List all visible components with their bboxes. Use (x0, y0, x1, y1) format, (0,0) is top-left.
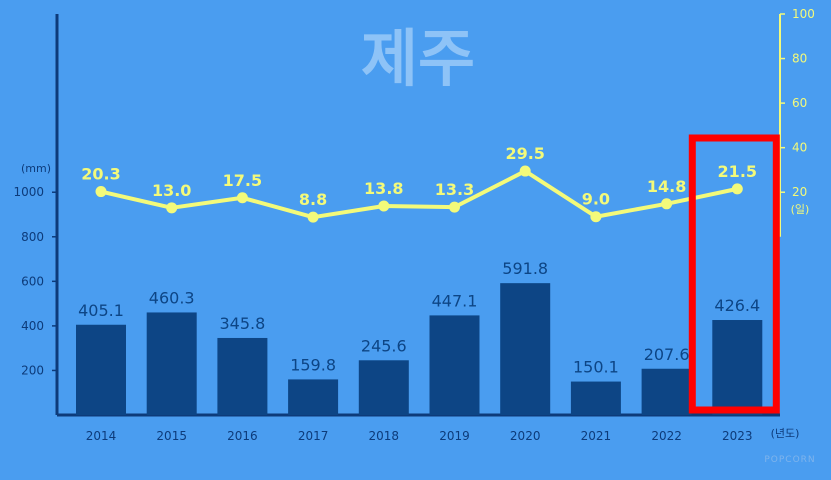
bar-value-label: 591.8 (502, 259, 548, 278)
left-axis-unit-label: (mm) (21, 162, 51, 175)
x-axis-tick-label: 2023 (722, 429, 753, 443)
x-axis: 2014 2015 2016 2017 2018 2019 2020 2021 2022 2023 (57, 413, 780, 443)
right-axis-tick-label: 40 (792, 141, 807, 155)
line-point (95, 186, 107, 198)
right-axis: 20 40 60 80 100 (779, 7, 815, 237)
line-value-label: 9.0 (582, 190, 610, 209)
right-axis-unit-label: (일) (791, 202, 810, 216)
x-axis-tick-label: 2014 (86, 429, 117, 443)
x-axis-tick-label: 2020 (510, 429, 541, 443)
left-axis-tick-label: 400 (21, 319, 44, 333)
bar-value-label: 245.6 (361, 336, 407, 355)
bar-value-label: 207.6 (644, 345, 690, 364)
x-axis-tick-label: 2018 (369, 429, 400, 443)
bar (146, 312, 197, 415)
line-point (590, 211, 602, 223)
line-value-label: 13.0 (152, 181, 191, 200)
bar-value-label: 447.1 (432, 291, 478, 310)
left-axis-tick-label: 800 (21, 230, 44, 244)
bar-value-label: 460.3 (149, 288, 195, 307)
line-value-label: 8.8 (299, 190, 327, 209)
left-axis-tick-label: 600 (21, 274, 44, 288)
right-axis-tick-label: 20 (792, 185, 807, 199)
bar-series: 405.1 460.3 345.8 159.8 245.6 447.1 591.8 150.1… (76, 259, 763, 415)
bar-value-label: 150.1 (573, 358, 619, 377)
left-axis-tick-label: 1000 (13, 185, 44, 199)
bar (500, 283, 551, 415)
line-point (236, 192, 248, 204)
line-point (449, 201, 460, 213)
bar-value-label: 426.4 (714, 296, 760, 315)
chart-title: 제주 (361, 22, 475, 95)
bar-value-label: 159.8 (290, 355, 336, 374)
line-value-label: 13.8 (364, 179, 403, 198)
right-axis-tick-label: 60 (792, 96, 807, 110)
bar (76, 324, 126, 415)
bar (288, 379, 339, 415)
line-value-label: 20.3 (81, 165, 120, 184)
x-axis-tick-label: 2015 (156, 429, 187, 443)
line-point (731, 183, 743, 195)
bar-value-label: 345.8 (219, 314, 265, 333)
bar (429, 315, 480, 415)
line-point (307, 211, 319, 223)
line-series: 20.3 13.0 17.5 8.8 13.8 13.3 29.5 9.0 14.8 21.5 (81, 144, 757, 223)
bar (217, 337, 268, 415)
line-point (661, 198, 673, 210)
watermark: POPCORN (764, 455, 815, 465)
line-path (100, 169, 738, 220)
bar (641, 368, 692, 415)
line-point (519, 165, 531, 177)
bar (358, 360, 409, 415)
bar-value-label: 405.1 (78, 301, 124, 320)
line-point (378, 200, 390, 212)
line-value-label: 14.8 (647, 177, 686, 196)
left-axis: 200 400 600 800 1000 (13, 14, 59, 415)
x-axis-unit-label: (년도) (771, 427, 800, 440)
line-value-label: 29.5 (505, 144, 544, 163)
x-axis-tick-label: 2021 (581, 429, 612, 443)
line-point (166, 202, 178, 214)
right-axis-tick-label: 100 (792, 7, 815, 21)
line-value-label: 13.3 (435, 180, 474, 199)
bar (712, 320, 763, 415)
left-axis-tick-label: 200 (21, 363, 44, 377)
bar (570, 381, 621, 415)
x-axis-tick-label: 2016 (227, 429, 258, 443)
line-value-label: 21.5 (718, 162, 757, 181)
highlight-box (688, 134, 780, 414)
right-axis-tick-label: 80 (792, 52, 807, 66)
x-axis-tick-label: 2019 (439, 429, 470, 443)
x-axis-tick-label: 2017 (298, 429, 329, 443)
line-value-label: 17.5 (223, 171, 262, 190)
x-axis-tick-label: 2022 (651, 429, 682, 443)
